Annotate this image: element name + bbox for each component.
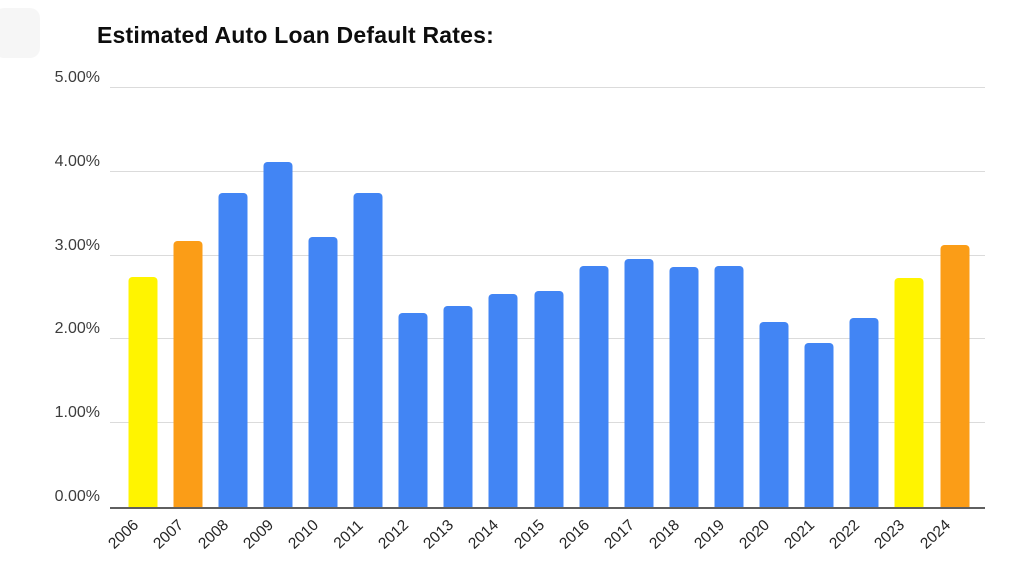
bar-slot [346,88,391,507]
y-axis-tick-label: 0.00% [54,488,100,505]
bar-slot [300,88,345,507]
bar-slot [661,88,706,507]
bars-group [110,88,985,507]
bar-2006 [128,276,158,507]
bar-2022 [849,317,879,507]
bar-slot [255,88,300,507]
bar-slot [752,88,797,507]
y-axis-tick-label: 4.00% [54,152,100,170]
bar-slot [932,88,977,507]
bar-slot [616,88,661,507]
chart-title: Estimated Auto Loan Default Rates: [97,22,494,48]
y-axis-tick-label: 1.00% [54,404,100,422]
bar-2010 [308,237,338,507]
bar-slot [481,88,526,507]
x-axis: 2006 2007 2008 2009 2010 2011 2012 2013 2014 2015… [105,510,985,570]
bar-2013 [443,305,473,507]
bar-2018 [669,267,699,507]
y-axis-tick-label: 5.00% [54,69,100,86]
bar-2020 [759,321,789,507]
bar-2024 [940,244,970,507]
bar-slot [436,88,481,507]
bar-2017 [624,258,654,507]
plot-area [110,87,985,509]
bar-2008 [218,192,248,507]
gridline [110,254,985,256]
bar-slot [120,88,165,507]
bar-slot [887,88,932,507]
bar-slot [526,88,571,507]
gridline [110,170,985,172]
bar-slot [210,88,255,507]
x-tick-slot: 2024 [917,510,977,570]
watermark-blob [0,8,40,58]
y-axis-tick-label: 3.00% [54,236,100,254]
y-axis: 0.00% 1.00% 2.00% 3.00% 4.00% 5.00% [0,69,100,507]
bar-2023 [894,278,924,507]
bar-slot [391,88,436,507]
bar-slot [571,88,616,507]
x-axis-tick-label: 2006 [104,516,142,553]
bar-slot [797,88,842,507]
bar-slot [165,88,210,507]
bar-2019 [714,265,744,507]
bar-slot [706,88,751,507]
bar-2014 [488,294,518,507]
bar-2011 [353,192,383,507]
bar-2016 [579,265,609,507]
bar-2015 [534,290,564,507]
bar-2009 [263,161,293,507]
bar-2012 [398,312,428,507]
bar-2007 [173,240,203,507]
gridline [110,87,985,88]
bar-slot [842,88,887,507]
bar-2021 [804,342,834,507]
y-axis-tick-label: 2.00% [54,320,100,338]
